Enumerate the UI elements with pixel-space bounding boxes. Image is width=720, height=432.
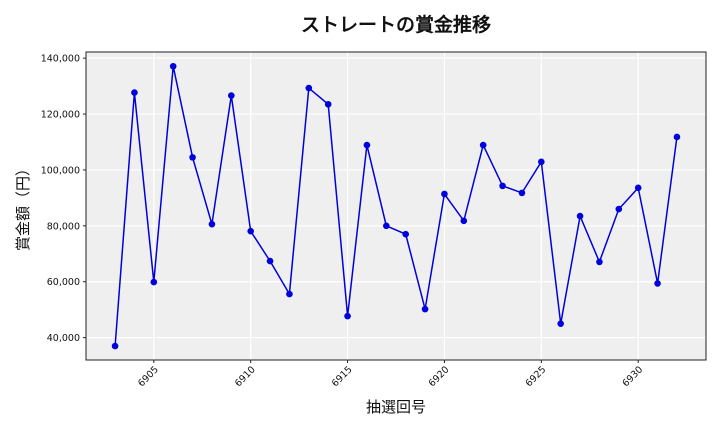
x-tick-label: 6915 bbox=[330, 364, 355, 389]
data-point-marker bbox=[131, 89, 138, 96]
data-point-marker bbox=[615, 205, 623, 213]
x-tick-label: 6925 bbox=[524, 364, 549, 389]
data-point-marker bbox=[518, 189, 526, 197]
data-point-marker bbox=[634, 184, 642, 192]
data-point-marker bbox=[441, 190, 448, 198]
y-tick-label: 80,000 bbox=[47, 221, 80, 232]
x-tick-label: 6920 bbox=[427, 364, 452, 389]
data-point-marker bbox=[576, 212, 584, 220]
data-series bbox=[111, 62, 681, 350]
data-point-marker bbox=[363, 141, 371, 149]
y-axis-ticks: 40,000 60,000 80,000 100,000 120,000 140,000 bbox=[41, 54, 86, 344]
data-point-marker bbox=[479, 141, 487, 149]
data-point-marker bbox=[673, 133, 681, 141]
data-point-marker bbox=[247, 227, 254, 235]
data-point-marker bbox=[654, 280, 661, 287]
data-point-marker bbox=[150, 278, 158, 286]
data-point-marker bbox=[189, 154, 196, 161]
data-point-marker bbox=[460, 217, 468, 225]
data-point-marker bbox=[499, 182, 506, 190]
y-tick-label: 60,000 bbox=[47, 277, 80, 288]
data-point-marker bbox=[208, 220, 216, 228]
data-point-marker bbox=[538, 158, 545, 166]
y-tick-label: 40,000 bbox=[47, 333, 80, 344]
data-point-marker bbox=[324, 100, 332, 108]
y-tick-label: 140,000 bbox=[41, 54, 80, 65]
y-axis-label: 賞金額（円） bbox=[14, 161, 32, 251]
x-axis-ticks: 6905 6910 6915 6920 6925 6930 bbox=[136, 360, 645, 389]
data-point-marker bbox=[266, 257, 274, 265]
data-point-marker bbox=[286, 290, 293, 298]
data-point-marker bbox=[421, 305, 429, 313]
data-point-marker bbox=[596, 258, 603, 266]
x-tick-label: 6905 bbox=[136, 364, 161, 389]
data-point-marker bbox=[169, 62, 177, 70]
data-point-marker bbox=[305, 84, 313, 92]
plot-frame bbox=[85, 51, 707, 361]
data-point-marker bbox=[344, 312, 351, 320]
y-tick-label: 100,000 bbox=[41, 165, 80, 176]
grid-lines bbox=[86, 52, 706, 360]
x-tick-label: 6930 bbox=[620, 364, 645, 389]
data-point-marker bbox=[402, 230, 409, 238]
data-point-marker bbox=[228, 92, 235, 99]
y-tick-label: 120,000 bbox=[41, 110, 80, 121]
data-point-marker bbox=[383, 222, 390, 230]
plot-area bbox=[86, 52, 706, 360]
data-point-marker bbox=[557, 320, 564, 327]
x-axis-label: 抽選回号 bbox=[366, 398, 426, 416]
data-point-marker bbox=[111, 342, 119, 350]
x-tick-label: 6910 bbox=[233, 364, 258, 389]
chart-title: ストレートの賞金推移 bbox=[301, 13, 491, 36]
series-line bbox=[114, 66, 678, 347]
